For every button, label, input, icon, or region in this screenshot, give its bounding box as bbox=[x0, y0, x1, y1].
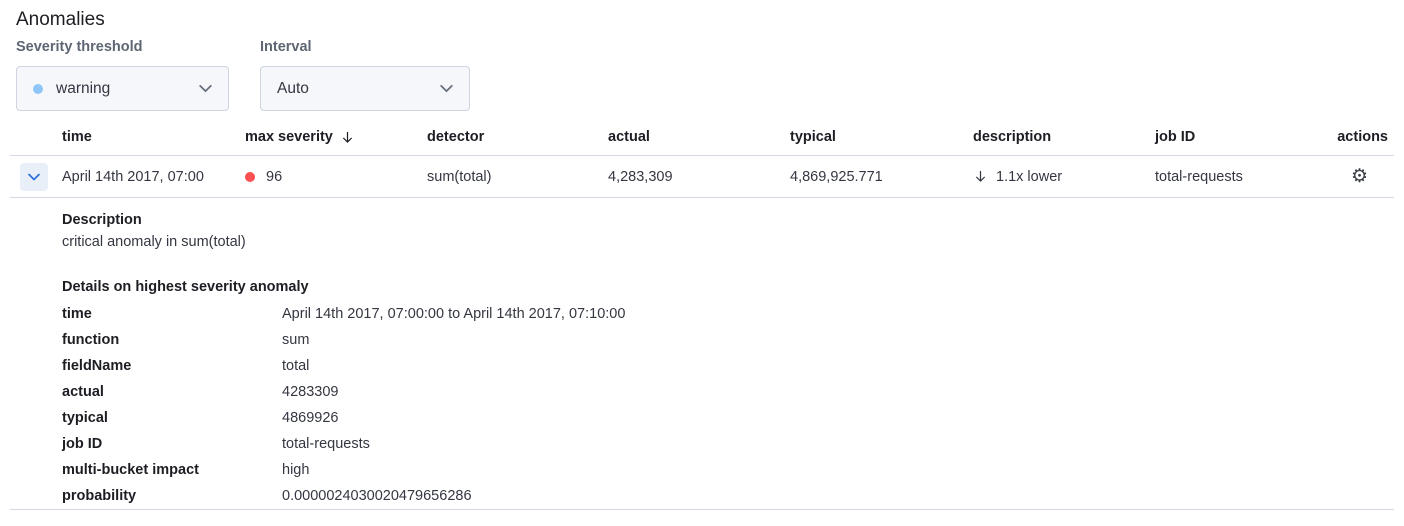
description-value: 1.1x lower bbox=[996, 168, 1063, 185]
column-header-typical[interactable]: typical bbox=[790, 129, 836, 145]
detail-label: actual bbox=[62, 384, 104, 400]
severity-filter: Severity threshold warning bbox=[16, 39, 229, 111]
chevron-down-icon bbox=[199, 84, 212, 93]
arrow-down-icon bbox=[976, 170, 985, 182]
detail-label: typical bbox=[62, 410, 108, 426]
actions-cell: ⚙ bbox=[1351, 167, 1394, 186]
interval-value: Auto bbox=[277, 79, 309, 97]
row-actions-button[interactable]: ⚙ bbox=[1351, 167, 1368, 186]
time-cell: April 14th 2017, 07:00 bbox=[62, 168, 204, 185]
column-header-job-id[interactable]: job ID bbox=[1155, 129, 1196, 145]
column-header-actual[interactable]: actual bbox=[608, 129, 650, 145]
column-header-description[interactable]: description bbox=[973, 129, 1052, 145]
severity-threshold-label: Severity threshold bbox=[16, 39, 143, 55]
sort-descending-arrow-down-icon bbox=[342, 131, 352, 143]
details-description-text: critical anomaly in sum(total) bbox=[62, 234, 246, 250]
warning-severity-dot-icon bbox=[33, 83, 43, 94]
detail-value: sum bbox=[282, 332, 310, 348]
job-id-cell: total-requests bbox=[1155, 168, 1243, 185]
detector-cell: sum(total) bbox=[427, 168, 492, 185]
critical-severity-dot-icon bbox=[245, 171, 255, 182]
detail-value: April 14th 2017, 07:00:00 to April 14th … bbox=[282, 306, 626, 322]
gear-icon: ⚙ bbox=[1350, 166, 1368, 187]
anomaly-details-panel: Description critical anomaly in sum(tota… bbox=[10, 198, 1394, 510]
typical-cell: 4,869,925.771 bbox=[790, 168, 883, 185]
details-grid: time April 14th 2017, 07:00:00 to April … bbox=[62, 301, 1394, 509]
detail-value: total-requests bbox=[282, 436, 370, 452]
interval-label: Interval bbox=[260, 39, 312, 55]
collapse-row-button[interactable] bbox=[20, 162, 48, 191]
detail-value: 4283309 bbox=[282, 384, 339, 400]
table-header-row: time max severity detector actual typica… bbox=[10, 111, 1394, 156]
chevron-down-icon bbox=[440, 84, 453, 93]
detail-label: probability bbox=[62, 488, 137, 504]
severity-threshold-select[interactable]: warning bbox=[16, 66, 229, 111]
severity-threshold-value: warning bbox=[56, 79, 111, 97]
detail-value: total bbox=[282, 358, 310, 374]
description-cell: 1.1x lower bbox=[973, 169, 1155, 185]
anomaly-row: April 14th 2017, 07:00 96 sum(total) 4,2… bbox=[10, 156, 1394, 198]
details-heading: Details on highest severity anomaly bbox=[62, 279, 309, 295]
detail-value: high bbox=[282, 462, 310, 478]
column-header-detector[interactable]: detector bbox=[427, 129, 485, 145]
page-title: Anomalies bbox=[16, 9, 105, 30]
actual-cell: 4,283,309 bbox=[608, 168, 673, 185]
max-severity-value: 96 bbox=[266, 168, 283, 185]
detail-label: time bbox=[62, 306, 92, 322]
detail-label: fieldName bbox=[62, 358, 132, 374]
anomalies-table: time max severity detector actual typica… bbox=[10, 111, 1394, 510]
max-severity-cell: 96 bbox=[245, 169, 427, 185]
column-header-time[interactable]: time bbox=[62, 129, 92, 145]
expander-header-cell bbox=[10, 145, 62, 155]
column-header-max-severity[interactable]: max severity bbox=[245, 129, 427, 155]
interval-filter: Interval Auto bbox=[260, 39, 470, 111]
detail-value: 0.0000024030020479656286 bbox=[282, 488, 472, 504]
detail-label: function bbox=[62, 332, 120, 348]
detail-value: 4869926 bbox=[282, 410, 339, 426]
chevron-down-icon bbox=[28, 173, 40, 180]
expander-cell bbox=[10, 162, 62, 191]
interval-select[interactable]: Auto bbox=[260, 66, 470, 111]
detail-label: job ID bbox=[62, 436, 103, 452]
filters-bar: Severity threshold warning Interval Auto bbox=[16, 39, 1404, 111]
column-header-actions: actions bbox=[1337, 129, 1388, 145]
details-description-heading: Description bbox=[62, 212, 142, 228]
detail-label: multi-bucket impact bbox=[62, 462, 199, 478]
